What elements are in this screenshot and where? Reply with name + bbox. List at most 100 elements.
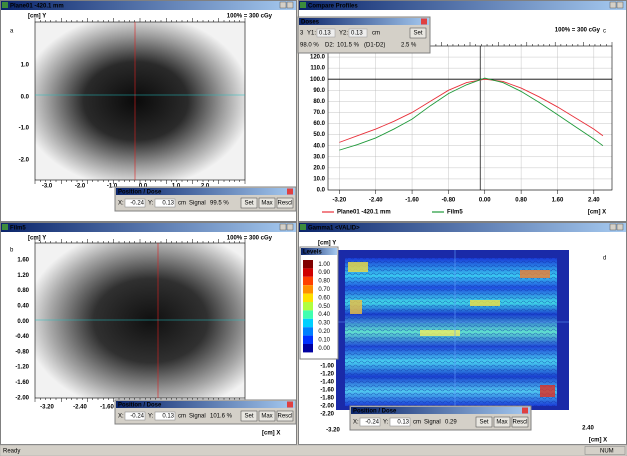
position-title: Position / Dose [118, 190, 162, 196]
levels-title-bar [301, 248, 337, 255]
window-button[interactable] [616, 223, 624, 231]
y1-label: Y1: [307, 31, 316, 37]
y-tick-label: 1.60 [17, 258, 29, 264]
x-field[interactable] [124, 411, 146, 421]
scale-note: 100% = 300 cGy [227, 236, 273, 242]
button[interactable] [258, 410, 276, 422]
button-label: Set [244, 201, 253, 207]
button[interactable] [240, 197, 258, 209]
position-title-bar [116, 401, 295, 408]
y-tick-label: 70.0 [313, 110, 325, 116]
window-button[interactable] [279, 223, 287, 231]
window-button[interactable] [609, 1, 617, 9]
diff-value: 2.5 % [401, 43, 417, 49]
y-tick-label: 0.40 [17, 303, 29, 309]
level-label: 0.90 [318, 270, 330, 276]
y-tick-label: -1.60 [15, 380, 29, 386]
button-label: Rescl [277, 414, 292, 420]
button[interactable] [240, 410, 258, 422]
level-swatch [303, 268, 313, 277]
y-tick-label: 1.0 [21, 63, 30, 69]
signal-label: Signal [189, 201, 206, 207]
legend-label: Film5 [447, 210, 463, 216]
window-button[interactable] [616, 1, 624, 9]
x-tick-label: 0.00 [479, 198, 491, 204]
y1-field[interactable] [316, 28, 336, 38]
panel-letter: c [603, 29, 606, 35]
x-tick-label: -3.20 [40, 405, 54, 411]
panel-letter: d [603, 256, 606, 262]
button[interactable] [276, 410, 294, 422]
y-label: Y: [148, 201, 154, 207]
close-button[interactable] [421, 18, 427, 25]
button[interactable] [511, 416, 529, 428]
y-tick-label: 20.0 [313, 165, 325, 171]
status-text: Ready [3, 449, 20, 455]
x-label: X: [353, 420, 359, 426]
scale-note: 100% = 300 cGy [555, 28, 601, 34]
level-label: 0.40 [318, 312, 330, 318]
y-field[interactable] [154, 411, 176, 421]
x-value: -0.24 [130, 414, 144, 420]
window-button[interactable] [286, 1, 294, 9]
window-icon [2, 224, 8, 230]
x-field[interactable] [124, 198, 146, 208]
y-unit: [cm] Y [28, 236, 46, 242]
scale-note: 100% = 300 cGy [227, 14, 273, 20]
button[interactable] [276, 197, 294, 209]
button-label: Max [261, 414, 272, 420]
close-button[interactable] [287, 401, 293, 408]
button[interactable] [493, 416, 511, 428]
x-tick-label: -3.20 [333, 198, 347, 204]
signal-value: 99.5 % [210, 201, 229, 207]
gamma-hotspot [348, 262, 368, 272]
y-tick-label: -2.00 [15, 395, 29, 401]
y-field[interactable] [389, 417, 411, 427]
x-value: -0.24 [365, 420, 379, 426]
level-label: 0.20 [318, 329, 330, 335]
signal-label: Signal [189, 414, 206, 420]
y-tick-label: 0.00 [17, 319, 29, 325]
y-tick-label: 1.20 [17, 273, 29, 279]
level-label: 1.00 [318, 262, 330, 268]
button-label: Max [261, 201, 272, 207]
close-button[interactable] [522, 407, 528, 414]
button[interactable] [409, 27, 427, 39]
y2-label: Y2: [339, 31, 348, 37]
x-field[interactable] [359, 417, 381, 427]
y-tick-label: 60.0 [313, 121, 325, 127]
button[interactable] [475, 416, 493, 428]
y-tick-label: 10.0 [313, 177, 325, 183]
button-label: Rescl [277, 201, 292, 207]
x-tick-label: 1.60 [552, 198, 564, 204]
level-swatch [303, 344, 313, 353]
button[interactable] [258, 197, 276, 209]
button-label: Max [496, 420, 507, 426]
window-title: Film5 [10, 225, 26, 231]
window-icon [300, 224, 306, 230]
y2-field[interactable] [348, 28, 368, 38]
y-tick-label: 120.0 [310, 55, 326, 61]
doses-title-bar [299, 18, 429, 25]
status-panel [584, 446, 626, 455]
level-label: 0.70 [318, 287, 330, 293]
window-button[interactable] [609, 223, 617, 231]
window-button[interactable] [279, 1, 287, 9]
y-field[interactable] [154, 198, 176, 208]
signal-label: Signal [424, 420, 441, 426]
window-button[interactable] [286, 223, 294, 231]
gamma-hotspot [350, 300, 362, 314]
x-tick-label: -2.0 [75, 184, 86, 190]
status-bar [0, 444, 627, 456]
y-tick-label: -2.20 [320, 412, 334, 418]
x-tick-label: -3.0 [42, 184, 53, 190]
y-value: 0.13 [162, 201, 174, 207]
x-unit: [cm] X [262, 431, 280, 437]
title-bar [1, 1, 296, 10]
level-swatch [303, 318, 313, 328]
y-tick-label: -1.00 [320, 364, 334, 370]
title-bar [299, 1, 626, 10]
close-button[interactable] [287, 188, 293, 195]
y-value: 0.13 [397, 420, 409, 426]
